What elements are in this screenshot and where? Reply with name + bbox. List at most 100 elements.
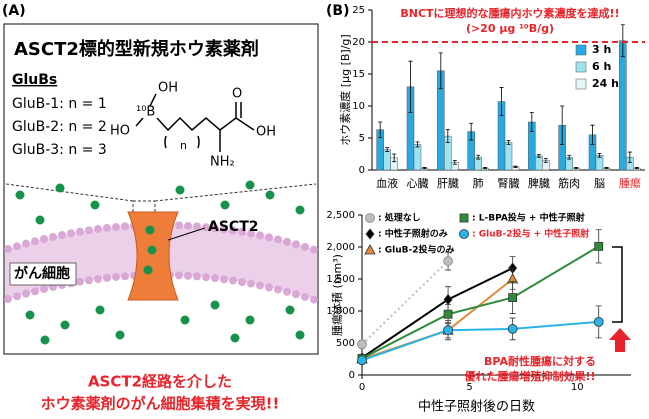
y-tick-label: 15 xyxy=(352,69,365,80)
cell-label: がん細胞 xyxy=(14,265,70,282)
boron-compound xyxy=(95,305,105,315)
series-line xyxy=(361,320,599,362)
lipid xyxy=(13,292,21,301)
error-bar xyxy=(499,87,504,116)
atom-label: HO xyxy=(110,124,130,139)
x-tick-label: 筋肉 xyxy=(558,176,580,190)
legend-marker xyxy=(459,229,469,239)
panel-label: (A) xyxy=(2,3,26,19)
boron-compound xyxy=(245,315,255,325)
lipid xyxy=(283,237,291,246)
lipid xyxy=(220,275,228,284)
series-line xyxy=(361,245,600,360)
lipid xyxy=(256,231,264,240)
y-tick-label: 25 xyxy=(352,5,365,16)
lipid xyxy=(40,235,48,244)
atom-label: O xyxy=(232,87,242,102)
x-tick-label: 血液 xyxy=(376,176,398,190)
error-bar xyxy=(529,112,534,132)
lipid xyxy=(292,290,300,299)
x-axis-label: 中性子照射後の日数 xyxy=(418,399,535,415)
error-bar xyxy=(574,167,579,170)
y-tick-label: 0 xyxy=(349,370,355,381)
legend-label: : 処理なし xyxy=(378,212,421,224)
boron-compound xyxy=(295,205,305,215)
y-tick-label: 2,500 xyxy=(326,210,355,221)
error-bar xyxy=(590,124,595,145)
legend-swatch xyxy=(575,44,587,56)
lipid xyxy=(76,277,84,286)
error-bar xyxy=(634,167,639,170)
lipid xyxy=(13,242,21,251)
boron-compound xyxy=(60,320,70,330)
lipid xyxy=(283,287,291,296)
boron-compound xyxy=(245,180,255,190)
lipid xyxy=(184,271,192,280)
boron-compound xyxy=(220,200,230,210)
legend-swatch xyxy=(575,78,587,90)
panel-title: ASCT2標的型新規ホウ素薬剤 xyxy=(14,38,259,60)
boron-compound xyxy=(175,185,185,195)
legend-label: : 中性子照射のみ xyxy=(378,228,448,240)
boron-compound xyxy=(143,265,153,275)
error-bar xyxy=(627,151,632,163)
compound: GluB-2: n = 2 xyxy=(12,119,107,135)
series-line xyxy=(361,267,514,359)
legend-label: : GluB-2投与のみ xyxy=(378,244,454,256)
lipid xyxy=(22,289,30,298)
boron-compound xyxy=(40,335,50,345)
error-bar xyxy=(536,154,541,158)
structure-bonds xyxy=(135,93,255,152)
lipid xyxy=(274,235,282,244)
bar xyxy=(413,144,422,171)
boron-compound xyxy=(115,330,125,340)
lipid xyxy=(265,283,273,292)
error-bar xyxy=(392,153,397,163)
x-tick-label: 脳 xyxy=(594,177,605,190)
lipid xyxy=(202,273,210,282)
legend-marker xyxy=(365,228,375,240)
point xyxy=(443,256,453,266)
x-tick-label: 0 xyxy=(359,382,365,393)
lipid xyxy=(31,237,39,246)
legend-label: 6 h xyxy=(592,60,611,73)
boron-compound xyxy=(230,333,240,343)
lipid xyxy=(238,227,246,236)
y-tick-label: 2,000 xyxy=(326,242,355,253)
point xyxy=(357,355,367,366)
legend-marker xyxy=(365,213,375,223)
lipid xyxy=(94,275,102,283)
x-tick-label: 肺 xyxy=(473,177,484,190)
lipid xyxy=(49,232,57,241)
zoom-line xyxy=(5,183,134,202)
lipid xyxy=(310,295,318,304)
y-tick-label: 10 xyxy=(352,101,365,112)
lipid xyxy=(301,292,309,301)
lipid xyxy=(31,287,39,296)
bar xyxy=(383,149,391,171)
error-bar xyxy=(597,152,602,158)
error-bar xyxy=(438,52,443,90)
error-bar xyxy=(604,167,609,170)
boron-compound xyxy=(265,190,275,200)
lipid xyxy=(175,221,183,230)
lipid xyxy=(256,281,264,290)
y-tick-label: 20 xyxy=(352,37,365,48)
compounds-heading: GluBs xyxy=(12,72,57,88)
legend-marker xyxy=(459,213,469,223)
error-bar xyxy=(567,154,572,160)
y-tick-label: 5 xyxy=(359,133,365,144)
error-bar xyxy=(620,24,625,58)
atom-label: ¹⁰B xyxy=(136,105,155,120)
transporter-label: ASCT2 xyxy=(208,219,258,235)
bar xyxy=(619,40,627,171)
y-tick-label: 500 xyxy=(336,338,355,349)
x-tick-label: 腫瘍 xyxy=(619,176,641,190)
error-bar xyxy=(476,154,481,160)
error-bar xyxy=(385,147,390,152)
zoom-line xyxy=(154,183,317,202)
cell-label-box xyxy=(9,262,77,286)
bracket xyxy=(612,246,623,323)
lipid xyxy=(292,240,300,249)
